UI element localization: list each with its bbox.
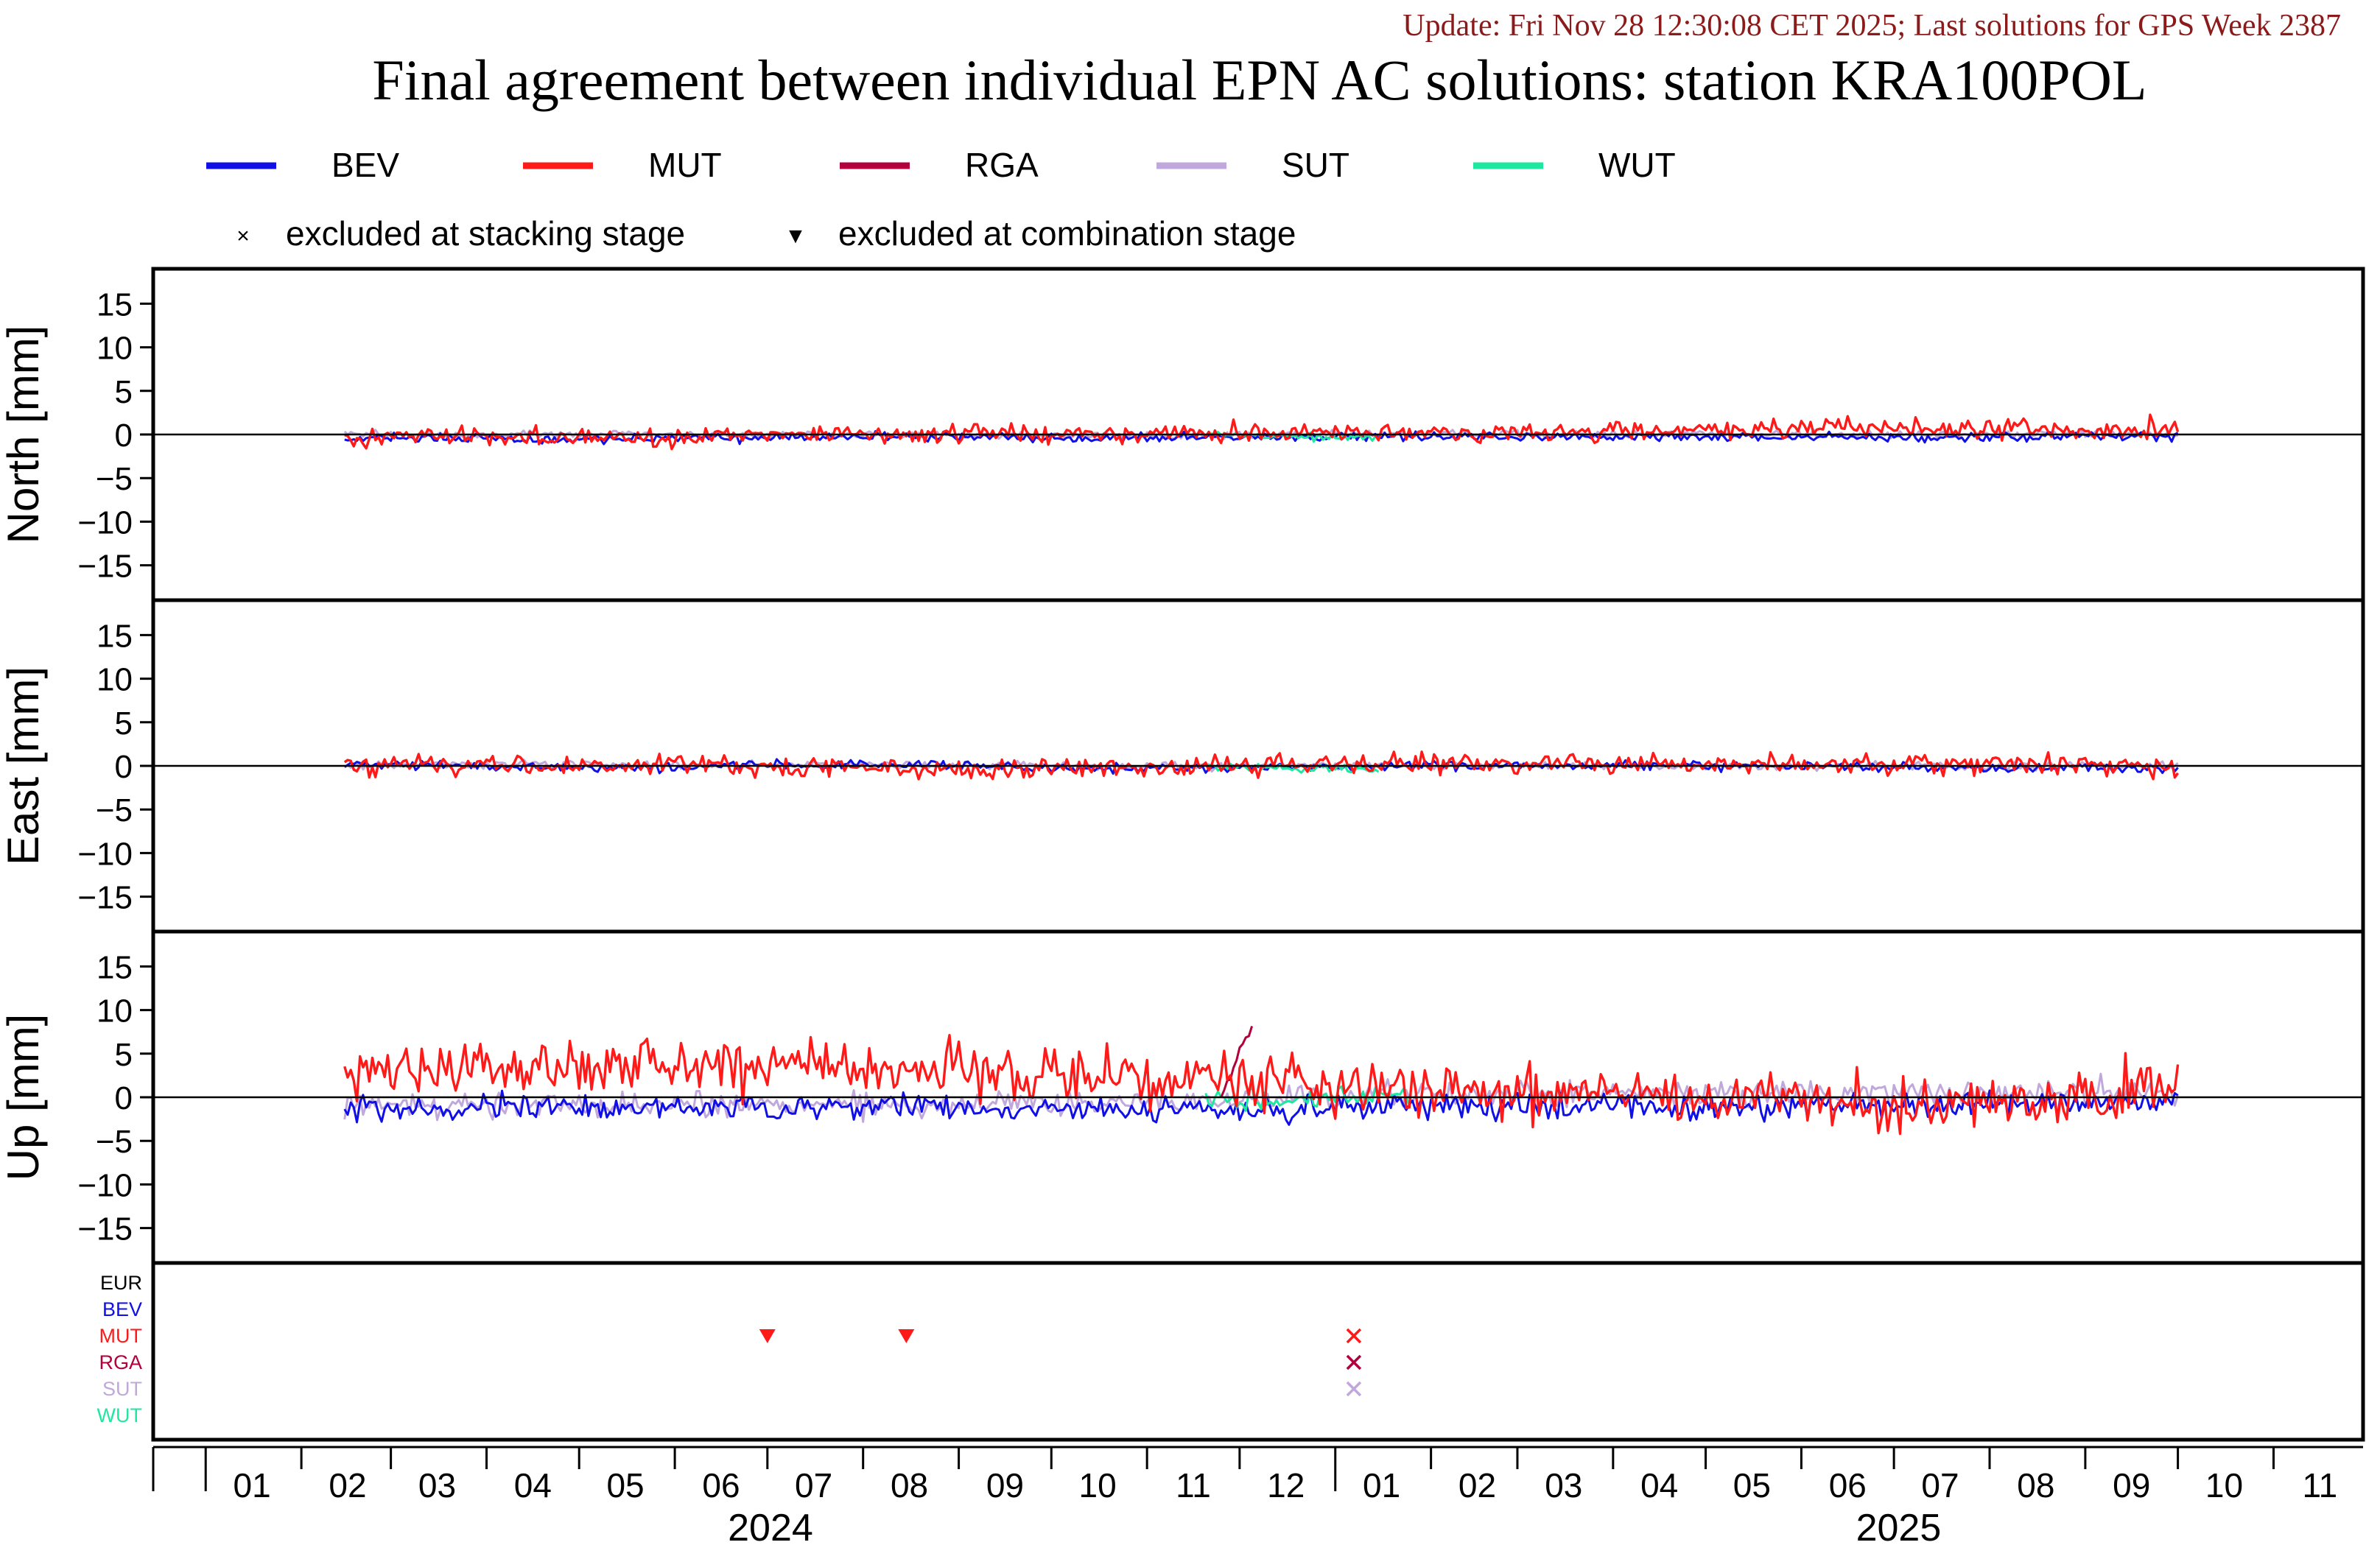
y-tick-label: 15: [96, 949, 133, 985]
y-axis-label: North [mm]: [0, 325, 48, 544]
combination-exclusion-marker: [759, 1329, 776, 1343]
exclusion-row-label: EUR: [100, 1272, 142, 1294]
x-month-label: 10: [2205, 1466, 2243, 1504]
x-month-label: 02: [329, 1466, 366, 1504]
y-tick-label: −10: [77, 836, 133, 872]
series-mut-line: [343, 1034, 2180, 1136]
exclusion-frame: [151, 1261, 2365, 1442]
x-month-label: 11: [2302, 1466, 2337, 1504]
legend-entry-rga: RGA: [840, 146, 1039, 184]
x-month-label: 11: [1176, 1466, 1211, 1504]
exclusion-row-label: MUT: [99, 1325, 142, 1347]
x-year-label: 2025: [1856, 1507, 1942, 1545]
legend-label: BEV: [331, 146, 399, 184]
y-tick-label: −15: [77, 549, 133, 585]
x-month-label: 07: [795, 1466, 832, 1504]
y-tick-label: 5: [115, 1037, 133, 1073]
y-tick-label: −10: [77, 504, 133, 541]
x-month-label: 02: [1458, 1466, 1496, 1504]
y-tick-label: 0: [115, 418, 133, 454]
y-axis-label: East [mm]: [0, 666, 48, 865]
legend-entry-bev: BEV: [206, 146, 399, 184]
y-tick-label: 0: [115, 749, 133, 785]
x-month-label: 08: [2017, 1466, 2054, 1504]
legend-label: RGA: [965, 146, 1039, 184]
legend-marker-symbol: ▼: [784, 224, 807, 248]
x-month-label: 10: [1079, 1466, 1117, 1504]
exclusion-row-label: BEV: [102, 1298, 142, 1320]
y-tick-label: −10: [77, 1167, 133, 1203]
exclusion-panel: EUR BEV MUT RGA SUT WUT: [97, 1261, 2365, 1442]
panel-east: 15 10 5 0 −5 −10 −15 East [mm]: [0, 598, 2365, 934]
stacking-exclusion-marker: [1346, 1354, 1362, 1370]
y-tick-label: −5: [96, 1124, 133, 1160]
series-rga-line: [1220, 1025, 1254, 1098]
exclusion-row-label: RGA: [99, 1351, 142, 1373]
x-month-label: 05: [606, 1466, 644, 1504]
x-month-label: 12: [1267, 1466, 1305, 1504]
legend-entry-wut: WUT: [1473, 146, 1676, 184]
panel-up: 15 10 5 0 −5 −10 −15 Up [mm]: [0, 929, 2365, 1265]
legend-marker-label: excluded at stacking stage: [286, 214, 685, 253]
y-tick-label: 5: [115, 374, 133, 410]
stacking-exclusion-marker: [1346, 1328, 1362, 1344]
x-axis: 01 02 03 04 05 06 07 08 09 10 11 12 01 02 03 04 05 06 07 08…: [152, 1446, 2363, 1545]
legend-marker-label: excluded at combination stage: [838, 214, 1296, 253]
legend-label: MUT: [648, 146, 722, 184]
combination-exclusion-marker: [898, 1329, 915, 1343]
x-month-label: 07: [1921, 1466, 1959, 1504]
y-tick-label: 10: [96, 331, 133, 367]
series-bev-line: [343, 1089, 2179, 1126]
chart-title: Final agreement between individual EPN A…: [372, 48, 2146, 112]
x-month-label: 01: [1363, 1466, 1400, 1504]
x-month-label: 09: [986, 1466, 1024, 1504]
x-month-label: 03: [418, 1466, 456, 1504]
x-month-label: 01: [233, 1466, 270, 1504]
y-tick-label: 10: [96, 662, 133, 698]
legend: BEV MUT RGA SUT WUT × excluded at stacking sta…: [206, 146, 1676, 253]
x-month-label: 06: [702, 1466, 740, 1504]
legend-entry-mut: MUT: [523, 146, 722, 184]
y-axis-label: Up [mm]: [0, 1014, 48, 1181]
legend-label: SUT: [1282, 146, 1349, 184]
plot-panels: 15 10 5 0 −5 −10 −15 North [mm] 15 10 5 0 −5 −10 −15 Ea…: [0, 267, 2365, 1442]
legend-label: WUT: [1598, 146, 1676, 184]
y-tick-label: 10: [96, 993, 133, 1030]
x-month-label: 06: [1829, 1466, 1867, 1504]
series-mut-line: [344, 413, 2180, 451]
x-year-label: 2024: [728, 1507, 813, 1545]
x-month-label: 05: [1733, 1466, 1771, 1504]
legend-marker-symbol: ×: [236, 224, 250, 248]
x-month-label: 03: [1545, 1466, 1582, 1504]
exclusion-row-label: SUT: [102, 1378, 142, 1400]
y-tick-label: 15: [96, 286, 133, 323]
y-tick-label: 0: [115, 1080, 133, 1116]
y-tick-label: −5: [96, 461, 133, 497]
update-text: Update: Fri Nov 28 12:30:08 CET 2025; La…: [1403, 9, 2341, 43]
panel-north: 15 10 5 0 −5 −10 −15 North [mm]: [0, 267, 2365, 602]
y-tick-label: 15: [96, 618, 133, 654]
y-tick-label: −5: [96, 792, 133, 828]
x-month-label: 04: [1640, 1466, 1678, 1504]
y-tick-label: −15: [77, 880, 133, 916]
exclusion-row-label: WUT: [97, 1404, 142, 1426]
x-month-label: 08: [891, 1466, 928, 1504]
x-month-label: 04: [514, 1466, 552, 1504]
y-tick-label: −15: [77, 1211, 133, 1247]
stacking-exclusion-marker: [1346, 1381, 1362, 1397]
legend-entry-sut: SUT: [1156, 146, 1349, 184]
y-tick-label: 5: [115, 705, 133, 742]
x-month-label: 09: [2113, 1466, 2150, 1504]
